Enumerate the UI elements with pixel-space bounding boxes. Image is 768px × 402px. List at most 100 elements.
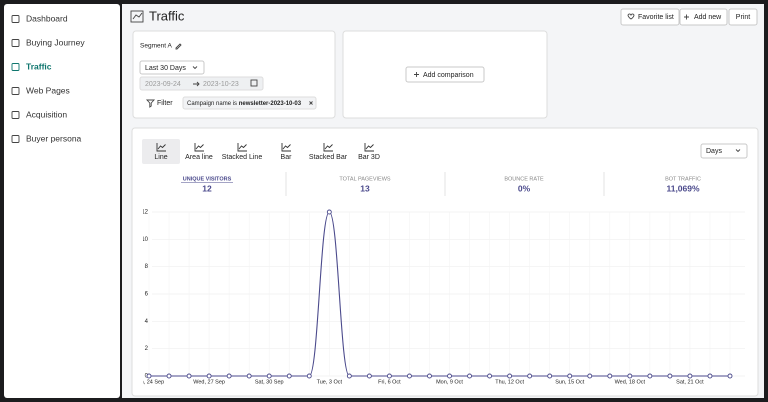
chart-card <box>131 127 759 397</box>
menu-item[interactable]: Traffic <box>26 61 52 71</box>
chart-type-tabs: Line Area line Stacked Line Bar Stacked Bar B… <box>142 139 380 164</box>
filter-icon[interactable] <box>145 99 156 108</box>
page-title: Traffic <box>149 8 185 23</box>
data-point[interactable] <box>727 373 733 379</box>
data-point[interactable] <box>607 373 613 379</box>
data-point[interactable] <box>286 373 292 379</box>
filter-button[interactable]: Filter <box>157 100 173 107</box>
data-point[interactable] <box>326 209 332 215</box>
x-tick-label: Wed, 27 Sep <box>193 379 225 385</box>
data-point[interactable] <box>567 373 573 379</box>
data-point[interactable] <box>346 373 352 379</box>
menu-icon <box>11 15 20 23</box>
data-point[interactable] <box>246 373 252 379</box>
plus-icon <box>684 14 689 20</box>
tab-label[interactable]: Line <box>154 154 167 161</box>
metric-label[interactable]: BOT TRAFFIC <box>665 176 701 182</box>
data-point[interactable] <box>507 373 513 379</box>
y-tick-label: 8 <box>145 264 149 270</box>
data-point[interactable] <box>647 373 653 379</box>
data-point[interactable] <box>406 373 412 379</box>
x-tick-label: Tue, 3 Oct <box>317 379 343 385</box>
data-point[interactable] <box>547 373 553 379</box>
add-comparison-label[interactable]: Add comparison <box>423 72 474 79</box>
menu-item[interactable]: Acquisition <box>26 109 67 119</box>
menu-item[interactable]: Dashboard <box>26 13 68 23</box>
favorite-button[interactable] <box>620 8 680 26</box>
data-point[interactable] <box>427 373 432 379</box>
tab-icon <box>364 143 374 152</box>
data-point[interactable] <box>707 373 713 379</box>
tab-label[interactable]: Bar 3D <box>358 154 380 161</box>
data-point[interactable] <box>366 373 372 379</box>
tab-icon <box>194 143 204 152</box>
add-comparison-button[interactable] <box>405 66 485 83</box>
menu-icon <box>11 111 20 119</box>
data-point[interactable] <box>467 373 473 379</box>
start-date[interactable]: 2023-09-24 <box>145 81 181 88</box>
data-point[interactable] <box>306 373 312 379</box>
data-point[interactable] <box>186 373 192 379</box>
metric-value: 12 <box>202 183 212 193</box>
comparison-card: Add comparison <box>342 30 548 119</box>
tab-label[interactable]: Bar <box>281 154 293 161</box>
data-point[interactable] <box>206 373 212 379</box>
data-point[interactable] <box>487 373 493 379</box>
data-point[interactable] <box>627 373 633 379</box>
data-point[interactable] <box>266 373 272 379</box>
plus-icon <box>414 72 419 77</box>
date-range-label[interactable]: Last 30 Days <box>145 65 186 72</box>
sidebar-menu: Dashboard Buying Journey Traffic Web Pages A… <box>11 13 85 143</box>
x-tick-label: Fri, 6 Oct <box>378 379 401 385</box>
menu-item[interactable]: Web Pages <box>26 85 70 95</box>
filter-tag-text: Campaign name is newsletter-2023-10-03 <box>187 101 302 107</box>
remove-filter[interactable] <box>309 101 313 105</box>
y-tick-label: 2 <box>145 346 149 352</box>
y-tick-label: 6 <box>145 292 149 298</box>
add-new-button[interactable] <box>679 8 728 26</box>
menu-item[interactable]: Buyer persona <box>26 133 82 143</box>
title-icon <box>130 10 144 23</box>
favorite-label[interactable]: Favorite list <box>638 14 674 21</box>
tab-label[interactable]: Area line <box>185 154 213 161</box>
date-inputs[interactable] <box>139 76 264 91</box>
menu-icon <box>11 63 20 71</box>
tab-label[interactable]: Stacked Bar <box>309 154 348 161</box>
x-tick-label: Mon, 9 Oct <box>436 379 463 385</box>
metric-label[interactable]: TOTAL PAGEVIEWS <box>339 176 390 182</box>
data-point[interactable] <box>166 373 172 379</box>
tab-icon <box>281 143 291 152</box>
chevron <box>192 66 198 70</box>
add-new-label[interactable]: Add new <box>694 14 722 21</box>
data-point[interactable] <box>386 373 392 379</box>
x-tick-label: Sat, 21 Oct <box>676 379 704 385</box>
data-point[interactable] <box>587 373 593 379</box>
data-point[interactable] <box>226 373 232 379</box>
tab-label[interactable]: Stacked Line <box>222 154 263 161</box>
interval-label[interactable]: Days <box>706 148 722 155</box>
sidebar <box>4 4 120 398</box>
metric-value: 0% <box>518 183 531 193</box>
end-date[interactable]: 2023-10-23 <box>203 81 239 88</box>
data-point[interactable] <box>146 373 152 379</box>
data-point[interactable] <box>447 373 452 379</box>
tab-icon <box>237 143 247 152</box>
data-point[interactable] <box>687 373 693 379</box>
tab-icon <box>323 143 333 152</box>
metric-label[interactable]: BOUNCE RATE <box>504 176 544 182</box>
x-tick-label: Sun, 15 Oct <box>555 379 585 385</box>
edit-icon[interactable] <box>175 43 182 50</box>
metric-label[interactable]: UNIQUE VISITORS <box>183 176 232 182</box>
chevron <box>735 149 741 153</box>
print-label[interactable]: Print <box>736 14 750 21</box>
menu-icon <box>11 39 20 47</box>
menu-item[interactable]: Buying Journey <box>26 37 85 47</box>
metric-value: 11,069% <box>666 183 700 193</box>
interval-select[interactable] <box>700 143 748 159</box>
data-point[interactable] <box>527 373 533 379</box>
data-point[interactable] <box>667 373 673 379</box>
print-button[interactable] <box>728 8 758 26</box>
date-range-select[interactable] <box>139 60 205 75</box>
